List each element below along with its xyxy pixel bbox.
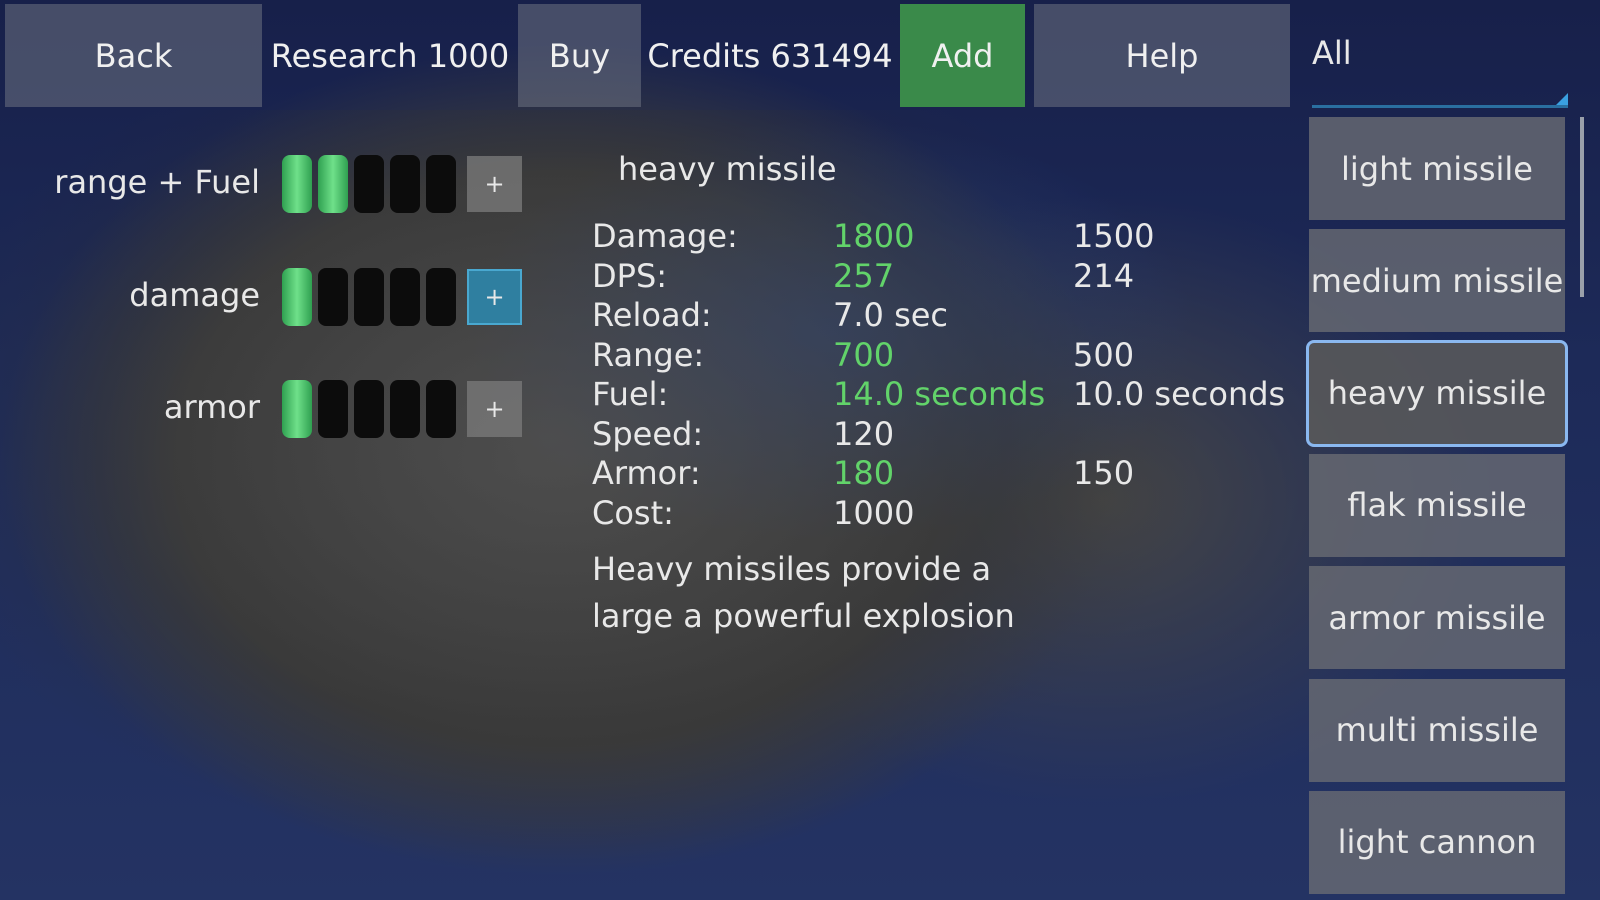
stat-label: DPS: bbox=[592, 256, 668, 295]
level-segment bbox=[390, 155, 420, 213]
level-segment bbox=[354, 268, 384, 326]
credits-label: Credits 631494 bbox=[647, 36, 893, 75]
weapon-title: heavy missile bbox=[618, 150, 837, 188]
buy-button[interactable]: Buy bbox=[518, 4, 641, 107]
help-button[interactable]: Help bbox=[1034, 4, 1290, 107]
filter-dropdown[interactable]: All bbox=[1312, 4, 1568, 108]
stat-label: Cost: bbox=[592, 493, 674, 532]
level-segment bbox=[318, 380, 348, 438]
upgrade-level-bar bbox=[282, 268, 456, 326]
stat-value: 14.0 seconds bbox=[833, 375, 1046, 413]
stat-value: 257 bbox=[833, 256, 895, 295]
stat-value: 1800 bbox=[833, 217, 915, 255]
stat-value: 1000 bbox=[833, 493, 915, 532]
level-segment bbox=[426, 380, 456, 438]
stat-value: 180 bbox=[833, 454, 895, 492]
research-label: Research 1000 bbox=[270, 36, 510, 75]
weapon-list-item[interactable]: light cannon bbox=[1309, 790, 1565, 894]
stat-compare-value: 10.0 seconds bbox=[1073, 375, 1286, 413]
weapon-list-item[interactable]: light missile bbox=[1309, 117, 1565, 220]
stat-label: Fuel: bbox=[592, 375, 669, 413]
level-segment bbox=[318, 268, 348, 326]
stat-label: Reload: bbox=[592, 296, 712, 334]
stat-value: 120 bbox=[833, 414, 895, 453]
level-segment bbox=[318, 155, 348, 213]
description-line: Heavy missiles provide a bbox=[592, 550, 992, 588]
upgrade-plus-button[interactable]: + bbox=[467, 381, 522, 437]
stat-compare-value: 214 bbox=[1073, 256, 1135, 295]
upgrade-plus-button[interactable]: + bbox=[467, 269, 522, 325]
weapon-list-item[interactable]: armor missile bbox=[1309, 566, 1565, 670]
upgrade-label: damage bbox=[129, 276, 260, 314]
level-segment bbox=[426, 155, 456, 213]
level-segment bbox=[354, 155, 384, 213]
stat-value: 700 bbox=[833, 335, 895, 374]
weapon-list-item[interactable]: medium missile bbox=[1309, 229, 1565, 333]
upgrade-level-bar bbox=[282, 155, 456, 213]
stat-label: Damage: bbox=[592, 217, 738, 255]
stat-compare-value: 1500 bbox=[1073, 217, 1155, 255]
stat-compare-value: 150 bbox=[1073, 454, 1135, 492]
weapon-list-item[interactable]: heavy missile bbox=[1306, 339, 1568, 447]
back-button[interactable]: Back bbox=[5, 4, 262, 107]
dropdown-arrow-icon bbox=[1556, 93, 1568, 105]
upgrade-label: armor bbox=[163, 388, 260, 426]
level-segment bbox=[282, 155, 312, 213]
weapon-list-item[interactable]: multi missile bbox=[1309, 678, 1565, 782]
level-segment bbox=[354, 380, 384, 438]
level-segment bbox=[390, 380, 420, 438]
upgrade-level-bar bbox=[282, 380, 456, 438]
upgrade-label: range + Fuel bbox=[54, 163, 260, 201]
stat-compare-value: 500 bbox=[1073, 335, 1135, 374]
weapon-list-item[interactable]: flak missile bbox=[1309, 453, 1565, 557]
filter-value: All bbox=[1312, 34, 1352, 72]
stat-value: 7.0 sec bbox=[833, 296, 949, 334]
add-button[interactable]: Add bbox=[900, 4, 1025, 107]
stat-label: Range: bbox=[592, 335, 705, 374]
level-segment bbox=[426, 268, 456, 326]
stat-label: Armor: bbox=[592, 454, 701, 492]
list-scrollbar[interactable] bbox=[1580, 117, 1584, 297]
weapon-description: Heavy missiles provide a large a powerfu… bbox=[592, 546, 1015, 640]
description-line: large a powerful explosion bbox=[592, 597, 1015, 635]
upgrade-plus-button[interactable]: + bbox=[467, 156, 522, 212]
level-segment bbox=[282, 380, 312, 438]
level-segment bbox=[390, 268, 420, 326]
level-segment bbox=[282, 268, 312, 326]
stat-label: Speed: bbox=[592, 414, 704, 453]
